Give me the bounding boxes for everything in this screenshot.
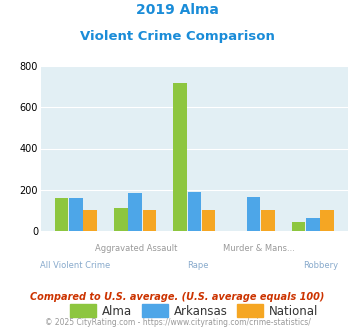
Legend: Alma, Arkansas, National: Alma, Arkansas, National [66, 300, 323, 322]
Bar [83, 211, 97, 231]
Text: Compared to U.S. average. (U.S. average equals 100): Compared to U.S. average. (U.S. average … [30, 292, 325, 302]
Bar [69, 198, 83, 231]
Text: All Violent Crime: All Violent Crime [40, 261, 110, 270]
Text: Rape: Rape [187, 261, 208, 270]
Bar [55, 198, 69, 231]
Bar [320, 211, 334, 231]
Bar [173, 82, 187, 231]
Bar [292, 222, 306, 231]
Bar [187, 192, 201, 231]
Text: 2019 Alma: 2019 Alma [136, 3, 219, 17]
Bar [306, 217, 320, 231]
Bar [261, 211, 275, 231]
Bar [142, 211, 156, 231]
Text: Violent Crime Comparison: Violent Crime Comparison [80, 30, 275, 43]
Bar [202, 211, 215, 231]
Text: © 2025 CityRating.com - https://www.cityrating.com/crime-statistics/: © 2025 CityRating.com - https://www.city… [45, 318, 310, 327]
Text: Murder & Mans...: Murder & Mans... [223, 244, 295, 253]
Bar [128, 193, 142, 231]
Text: Aggravated Assault: Aggravated Assault [95, 244, 178, 253]
Text: Robbery: Robbery [303, 261, 338, 270]
Bar [114, 208, 128, 231]
Bar [247, 197, 261, 231]
